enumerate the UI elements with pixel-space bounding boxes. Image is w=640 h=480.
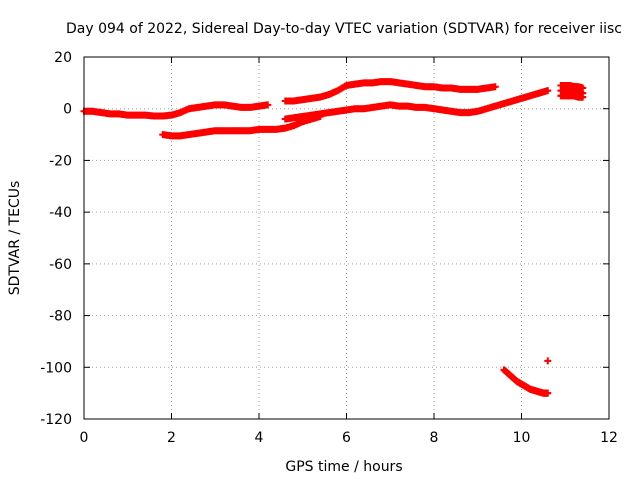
data-point-series-7 <box>544 357 552 365</box>
data-points <box>80 78 587 397</box>
y-tick-label: -60 <box>49 257 72 273</box>
data-point-series-4 <box>544 87 552 95</box>
plot-border <box>83 56 610 420</box>
chart-title: Day 094 of 2022, Sidereal Day-to-day VTE… <box>66 21 622 37</box>
x-tick-label: 2 <box>167 430 176 446</box>
y-tick-label: -40 <box>49 205 72 221</box>
x-tick-label: 12 <box>600 430 618 446</box>
x-tick-label: 6 <box>342 430 351 446</box>
y-tick-label: -80 <box>49 309 72 325</box>
data-point-series-5 <box>579 93 587 101</box>
y-axis-label: SDTVAR / TECUs <box>7 181 23 296</box>
y-tick-label: 0 <box>63 102 72 118</box>
y-tick-label: -20 <box>49 153 72 169</box>
y-tick-label: -120 <box>40 412 72 428</box>
x-tick-label: 8 <box>430 430 439 446</box>
y-tick-label: -100 <box>40 360 72 376</box>
y-tick-label: 20 <box>54 50 72 66</box>
x-axis-label: GPS time / hours <box>285 459 402 475</box>
x-tick-label: 10 <box>513 430 531 446</box>
data-point-series-2 <box>491 83 499 91</box>
x-tick-label: 4 <box>255 430 264 446</box>
data-point-series-6 <box>544 389 552 397</box>
x-tick-label: 0 <box>80 430 89 446</box>
data-point-series-1 <box>264 101 272 109</box>
